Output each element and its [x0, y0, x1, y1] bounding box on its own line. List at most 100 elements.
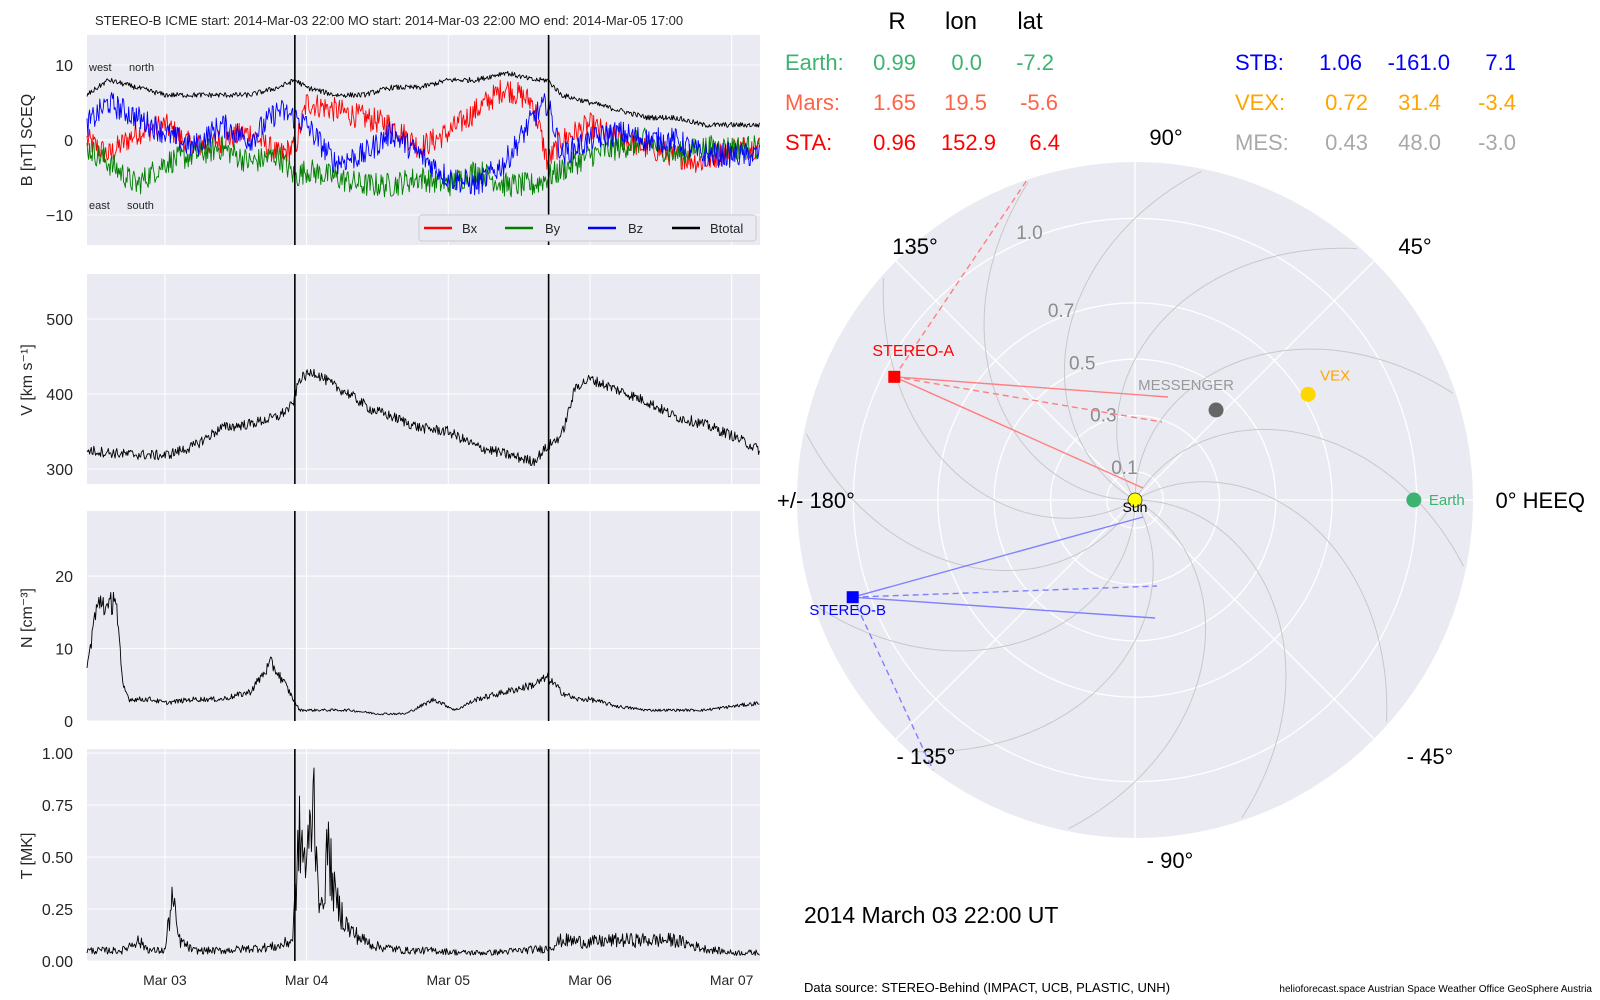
radius-tick-label: 0.7	[1048, 301, 1074, 322]
legend-label-by: By	[545, 221, 561, 236]
angle-grid-line	[895, 260, 1136, 501]
y-tick-label: 1.00	[42, 746, 73, 763]
table-sta-r: 0.96	[873, 130, 916, 155]
table-vex-r: 0.72	[1325, 90, 1368, 115]
table-stb-label: STB:	[1235, 50, 1284, 75]
vex-label: VEX	[1320, 367, 1350, 384]
legend-label-btotal: Btotal	[710, 221, 743, 236]
stereo-a-fov-line	[894, 376, 1169, 398]
timestamp-label: 2014 March 03 22:00 UT	[804, 902, 1058, 928]
table-header-lat: lat	[1017, 8, 1043, 35]
temperature-event-lines	[294, 749, 550, 961]
parker-spiral-line	[817, 505, 1136, 652]
stereo-b-fov-dashed-line	[852, 596, 934, 771]
table-stb-lat: 7.1	[1485, 50, 1516, 75]
data-source-label: Data source: STEREO-Behind (IMPACT, UCB,…	[804, 980, 1170, 995]
table-mars-lat: -5.6	[1020, 90, 1058, 115]
angle-tick-label: - 90°	[1147, 848, 1194, 873]
temperature-grid	[87, 749, 760, 962]
y-tick-label: 0	[64, 714, 73, 731]
annotation-north: north	[129, 62, 154, 74]
magnetic-field-title: STEREO-B ICME start: 2014-Mar-03 22:00 M…	[95, 13, 683, 28]
y-tick-label: 10	[55, 58, 73, 75]
stereo-a-fov-line	[894, 376, 1144, 489]
x-tick-label: Mar 05	[427, 972, 471, 988]
magnetic-field-y-label: B [nT] SCEQ	[19, 94, 36, 186]
table-earth-lat: -7.2	[1016, 50, 1054, 75]
parker-spiral-line	[983, 182, 1130, 501]
radius-tick-label: 0.1	[1111, 458, 1137, 479]
x-tick-label: Mar 04	[285, 972, 329, 988]
y-tick-label: 500	[46, 312, 73, 329]
table-vex-lat: -3.4	[1478, 90, 1516, 115]
magnetic-field-traces	[86, 70, 760, 198]
speed-grid	[87, 274, 760, 484]
magnetic-field-legend: Bx By Bz Btotal	[418, 214, 757, 242]
y-tick-label: 0.00	[42, 954, 73, 971]
stereo-b-fov-line	[852, 516, 1144, 598]
density-y-ticks: 20 10 0	[55, 569, 73, 731]
annotation-west: west	[88, 62, 112, 74]
parker-spiral-line	[805, 433, 1133, 572]
table-mars-r: 1.65	[873, 90, 916, 115]
stereo-a-marker	[888, 370, 901, 383]
sun-label: Sun	[1123, 499, 1148, 515]
radius-tick-label: 1.0	[1016, 223, 1042, 244]
angle-tick-label: +/- 180°	[777, 488, 855, 513]
stereo-a-fov-dashed-line	[894, 376, 1163, 423]
x-tick-label: Mar 03	[143, 972, 187, 988]
temperature-plot-area	[87, 749, 760, 961]
parker-spiral-line	[913, 504, 1154, 753]
table-vex-label: VEX:	[1235, 90, 1285, 115]
angle-tick-label: 45°	[1398, 234, 1431, 259]
stereo-b-fov-line	[852, 596, 1156, 619]
speed-event-lines	[294, 274, 550, 484]
y-tick-label: 400	[46, 387, 73, 404]
table-mes-lat: -3.0	[1478, 130, 1516, 155]
table-sta-lon: 152.9	[941, 130, 996, 155]
sun-marker	[1127, 492, 1143, 508]
body-markers: Sun Earth VEX MESSENGER STEREO-A STEREO-B	[809, 343, 1464, 619]
magnetic-field-y-ticks: 10 0 −10	[46, 58, 73, 225]
trace-t	[86, 767, 760, 956]
spacecraft-fields-of-view	[852, 179, 1169, 771]
earth-marker	[1406, 492, 1422, 508]
annotation-south: south	[127, 200, 154, 212]
parker-spiral-line	[1134, 348, 1453, 495]
density-event-lines	[294, 511, 550, 721]
angle-grid-line	[895, 499, 1136, 740]
table-sta-label: STA:	[785, 130, 832, 155]
temperature-x-ticks: Mar 03 Mar 04 Mar 05 Mar 06 Mar 07	[143, 972, 754, 988]
temperature-y-ticks: 1.00 0.75 0.50 0.25 0.00	[42, 746, 73, 971]
x-tick-label: Mar 07	[710, 972, 754, 988]
density-grid	[87, 511, 760, 722]
earth-label: Earth	[1429, 492, 1465, 509]
density-plot-area	[87, 511, 760, 721]
density-y-label: N [cm⁻³]	[19, 588, 36, 648]
stereo-b-fov-dashed-line	[852, 585, 1158, 598]
table-vex-lon: 31.4	[1398, 90, 1441, 115]
temperature-panel: 1.000.750.500.250.00 Mar 03 Mar 04 Mar 05 M…	[19, 746, 760, 988]
table-mars-label: Mars:	[785, 90, 840, 115]
table-mes-r: 0.43	[1325, 130, 1368, 155]
table-mes-lon: 48.0	[1398, 130, 1441, 155]
y-tick-label: 300	[46, 462, 73, 479]
angle-tick-label: - 45°	[1407, 744, 1454, 769]
messenger-marker	[1208, 402, 1224, 418]
trace-v	[86, 368, 760, 467]
parker-spirals	[805, 170, 1465, 830]
magnetic-field-panel: 10 0 −10 B [nT] SCEQ STEREO-B ICME start: …	[19, 13, 760, 245]
angle-tick-label: 0° HEEQ	[1496, 488, 1586, 513]
speed-panel: 500 400 300 V [km s⁻¹]	[19, 274, 760, 484]
trace-n	[86, 591, 760, 716]
trace-btotal	[86, 70, 760, 128]
y-tick-label: −10	[46, 208, 73, 225]
temperature-traces	[86, 767, 760, 956]
credits-label: helioforecast.space Austrian Space Weath…	[1279, 984, 1592, 995]
y-tick-label: 0	[64, 133, 73, 150]
speed-y-label: V [km s⁻¹]	[19, 344, 36, 416]
table-earth-lon: 0.0	[951, 50, 982, 75]
